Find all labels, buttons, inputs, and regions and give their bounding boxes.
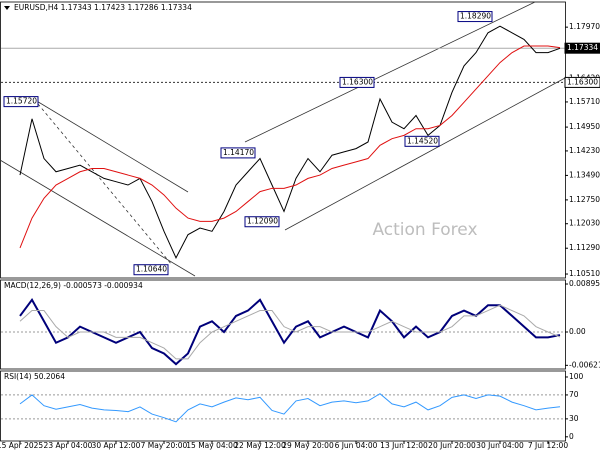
y-tick-label: 0.00	[569, 327, 586, 336]
macd-frame	[0, 279, 566, 370]
annotation-box	[339, 76, 375, 88]
x-tick-label: 30 Apr 12:00	[92, 441, 141, 450]
annotation-box	[3, 96, 39, 108]
level-box	[564, 76, 600, 88]
price-frame	[0, 1, 566, 279]
x-tick-label: 6 Jun 04:00	[335, 441, 378, 450]
y-tick-label: 1.13490	[569, 170, 600, 179]
annotation-box	[220, 147, 256, 159]
x-tick-label: 29 May 20:00	[282, 441, 334, 450]
y-tick-label: 0.008951	[569, 279, 600, 288]
y-tick-label: 0	[569, 432, 574, 441]
y-tick-label: 30	[569, 414, 579, 423]
x-tick-label: 23 Apr 04:00	[44, 441, 93, 450]
annotation-label: 1.10640	[136, 265, 167, 274]
y-tick-label: 70	[569, 390, 579, 399]
header: EURUSD,H4 1.17343 1.17423 1.17286 1.1733…	[14, 3, 192, 12]
x-tick-label: 22 May 12:00	[234, 441, 286, 450]
y-tick-label: 1.17970	[569, 22, 600, 31]
annotation-label: 1.14170	[223, 148, 254, 157]
y-tick-label: 100	[569, 372, 584, 381]
channels	[0, 1, 566, 277]
trend-line	[34, 99, 189, 193]
annotation-label: 1.12090	[247, 217, 278, 226]
x-tick-label: 15 May 04:00	[186, 441, 238, 450]
rsi-frame	[0, 370, 566, 442]
rsi-title: RSI(14) 50.2064	[4, 372, 65, 381]
annotation-label: 1.15720	[6, 97, 37, 106]
y-tick-label: 1.12030	[569, 219, 600, 228]
series-line	[19, 298, 561, 366]
trend-line	[244, 1, 536, 143]
y-tick-label: 1.14950	[569, 122, 600, 131]
annotation-label: 1.14520	[407, 136, 438, 145]
annotation-box	[457, 11, 493, 23]
level-label: 1.17334	[567, 43, 598, 52]
watermark: Action Forex	[372, 220, 477, 240]
level-box	[564, 42, 600, 54]
x-tick-label: 7 May 20:00	[141, 441, 188, 450]
annotation-label: 1.16300	[342, 77, 373, 86]
y-tick-label: -0.006216	[569, 360, 600, 369]
x-tick-label: 30 Jun 04:00	[476, 441, 524, 450]
series-line	[19, 25, 561, 259]
trend-line	[284, 77, 566, 231]
annotation-box	[404, 135, 440, 147]
x-tick-label: 13 Jun 12:00	[380, 441, 428, 450]
x-tick-label: 7 Jul 12:00	[528, 441, 568, 450]
y-tick-label: 1.15710	[569, 97, 600, 106]
y-tick-label: 1.11290	[569, 243, 600, 252]
x-tick-label: 15 Apr 2025	[0, 441, 43, 450]
header-arrow	[4, 6, 10, 10]
trend-line	[37, 103, 173, 266]
annotation-box	[244, 216, 280, 228]
annotation-box	[133, 264, 169, 276]
series-line	[19, 393, 561, 423]
level-label: 1.16300	[567, 77, 598, 86]
series-line	[19, 304, 561, 360]
trend-line	[0, 159, 196, 277]
x-tick-label: 20 Jun 20:00	[428, 441, 476, 450]
series-line	[19, 45, 561, 249]
annotation-label: 1.18290	[460, 12, 491, 21]
macd-title: MACD(12,26,9) -0.000573 -0.000934	[4, 281, 143, 290]
y-tick-label: 1.12750	[569, 195, 600, 204]
y-tick-label: 1.10510	[569, 269, 600, 278]
y-tick-label: 1.14230	[569, 146, 600, 155]
